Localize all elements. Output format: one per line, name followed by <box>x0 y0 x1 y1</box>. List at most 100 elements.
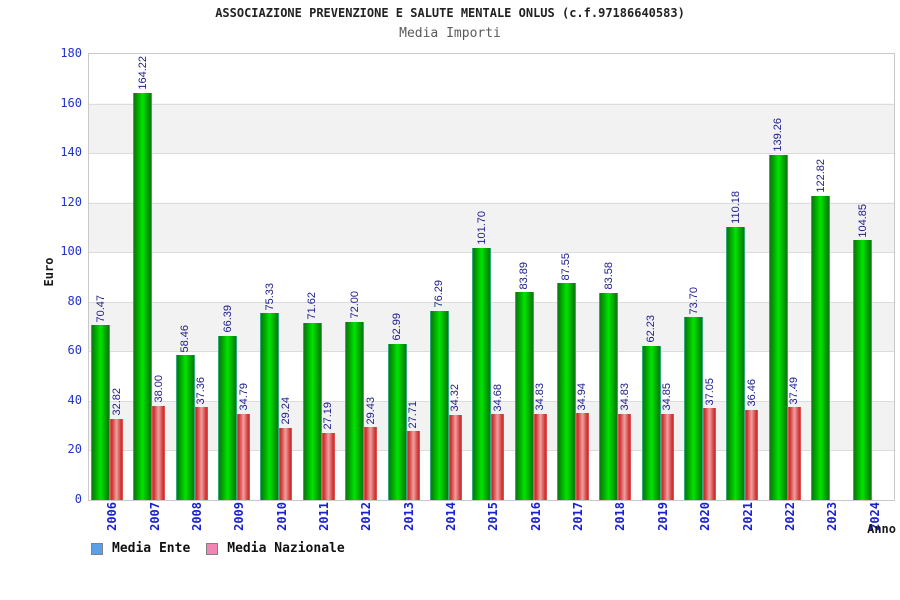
media-nazionale-bar: 37.36 <box>194 377 208 500</box>
media-ente-bar: 71.62 <box>302 292 322 500</box>
legend-swatch-media-nazionale <box>206 542 219 555</box>
bar-value-label: 32.82 <box>110 388 123 416</box>
bar-group-2015: 101.70 34.68 <box>470 54 512 500</box>
bar-value-label: 34.68 <box>491 383 504 412</box>
bar-value-label: 34.94 <box>576 382 589 411</box>
x-tick-cell: 2006 <box>88 502 130 531</box>
bar-value-label: 38.00 <box>152 375 165 403</box>
bar-value-label: 29.24 <box>279 397 292 425</box>
y-tick-label: 140 <box>60 145 82 160</box>
y-tick-label: 0 <box>74 492 82 506</box>
media-nazionale-bar: 34.68 <box>491 384 505 500</box>
bar-value-label: 139.26 <box>772 118 785 152</box>
legend-label-media-ente: Media Ente <box>112 541 191 556</box>
media-ente-bar: 122.82 <box>811 159 831 500</box>
media-nazionale-bar: 34.32 <box>448 384 462 500</box>
x-tick-label: 2009 <box>232 502 247 531</box>
bar-value-label: 37.05 <box>703 377 716 406</box>
x-tick-cell: 2023 <box>808 502 850 531</box>
x-tick-cell: 2019 <box>639 502 681 531</box>
media-nazionale-bar: 29.43 <box>364 397 378 500</box>
y-tick-label: 100 <box>60 244 82 259</box>
bar-value-label: 62.99 <box>391 313 404 341</box>
media-nazionale-bar: 34.94 <box>575 383 589 500</box>
media-nazionale-bar: 34.83 <box>533 383 547 500</box>
bar-group-2014: 76.29 34.32 <box>428 54 470 500</box>
x-tick-cell: 2015 <box>469 502 511 531</box>
bar-group-2010: 75.33 29.24 <box>258 54 300 500</box>
x-tick-label: 2017 <box>571 502 586 531</box>
x-tick-cell: 2014 <box>427 502 469 531</box>
y-tick-label: 60 <box>67 343 82 358</box>
bar-value-label: 83.58 <box>602 262 615 290</box>
bar-group-2019: 62.23 34.85 <box>640 54 682 500</box>
gridline <box>89 252 894 254</box>
bar-group-2011: 71.62 27.19 <box>301 54 343 500</box>
y-tick-label: 20 <box>67 442 82 457</box>
media-nazionale-bar: 37.49 <box>787 377 801 500</box>
bar-group-2016: 83.89 34.83 <box>513 54 555 500</box>
x-tick-cell: 2018 <box>596 502 638 531</box>
media-ente-bar: 62.23 <box>641 315 661 500</box>
bar-group-2009: 66.39 34.79 <box>216 54 258 500</box>
bar-value-label: 66.39 <box>221 304 234 333</box>
x-tick-cell: 2011 <box>300 502 342 531</box>
legend-swatch-media-ente <box>91 542 103 555</box>
bar-value-label: 70.47 <box>94 294 107 323</box>
media-ente-bar: 101.70 <box>472 211 492 500</box>
bar-group-2007: 164.22 38.00 <box>131 54 173 500</box>
x-tick-cell: 2021 <box>723 502 765 531</box>
x-tick-label: 2022 <box>782 502 797 531</box>
x-tick-label: 2023 <box>825 502 840 531</box>
plot-area: 70.47 32.82 164.22 38.00 58.46 37.36 66.39 34.7… <box>88 53 895 501</box>
media-nazionale-bar: 27.71 <box>406 401 420 500</box>
x-tick-cell: 2013 <box>385 502 427 531</box>
x-tick-label: 2020 <box>698 502 713 531</box>
x-tick-label: 2015 <box>486 502 501 531</box>
bar-group-2006: 70.47 32.82 <box>89 54 131 500</box>
media-ente-bar: 139.26 <box>768 118 788 500</box>
bar-value-label: 76.29 <box>433 280 446 308</box>
x-tick-label: 2019 <box>655 502 670 531</box>
bar-value-label: 29.43 <box>364 396 377 425</box>
x-tick-label: 2008 <box>189 502 204 531</box>
media-ente-bar: 76.29 <box>429 280 449 500</box>
bar-value-label: 36.46 <box>745 379 758 407</box>
x-tick-cell: 2007 <box>130 502 172 531</box>
bar-group-2022: 139.26 37.49 <box>767 54 809 500</box>
x-tick-cell: 2016 <box>512 502 554 531</box>
media-ente-bar: 66.39 <box>218 305 238 500</box>
media-nazionale-bar: 38.00 <box>152 375 166 500</box>
x-axis-ticks: 2006 2007 2008 2009 2010 2011 2012 2013 2014 2015… <box>88 502 894 542</box>
bar-value-label: 37.49 <box>788 376 801 405</box>
bar-value-label: 37.36 <box>195 376 208 405</box>
media-ente-bar: 58.46 <box>175 325 195 500</box>
y-tick-label: 160 <box>60 95 82 110</box>
x-tick-label: 2011 <box>316 502 331 531</box>
gridline <box>89 202 894 204</box>
bar-group-2012: 72.00 29.43 <box>343 54 385 500</box>
x-tick-label: 2013 <box>401 502 416 531</box>
bar-value-label: 75.33 <box>263 282 276 311</box>
bar-value-label: 27.71 <box>407 400 420 429</box>
bar-value-label: 73.70 <box>687 286 700 315</box>
x-tick-cell: 2010 <box>257 502 299 531</box>
bar-group-2013: 62.99 27.71 <box>386 54 428 500</box>
bar-group-2024: 104.85 <box>851 54 893 500</box>
chart-subtitle: Media Importi <box>399 26 501 41</box>
bar-group-2020: 73.70 37.05 <box>682 54 724 500</box>
media-nazionale-bar: 34.79 <box>237 383 251 500</box>
x-tick-label: 2010 <box>274 502 289 531</box>
legend-label-media-nazionale: Media Nazionale <box>227 541 345 556</box>
x-tick-label: 2012 <box>359 502 374 531</box>
y-tick-label: 80 <box>67 293 82 308</box>
bar-value-label: 83.89 <box>518 261 531 290</box>
bar-value-label: 34.85 <box>661 383 674 411</box>
x-tick-cell: 2012 <box>342 502 384 531</box>
media-nazionale-bar: 34.83 <box>618 383 632 500</box>
bar-group-2023: 122.82 <box>809 54 851 500</box>
y-tick-label: 40 <box>67 392 82 407</box>
media-nazionale-bar: 27.19 <box>321 402 335 500</box>
x-tick-label: 2006 <box>105 502 120 531</box>
